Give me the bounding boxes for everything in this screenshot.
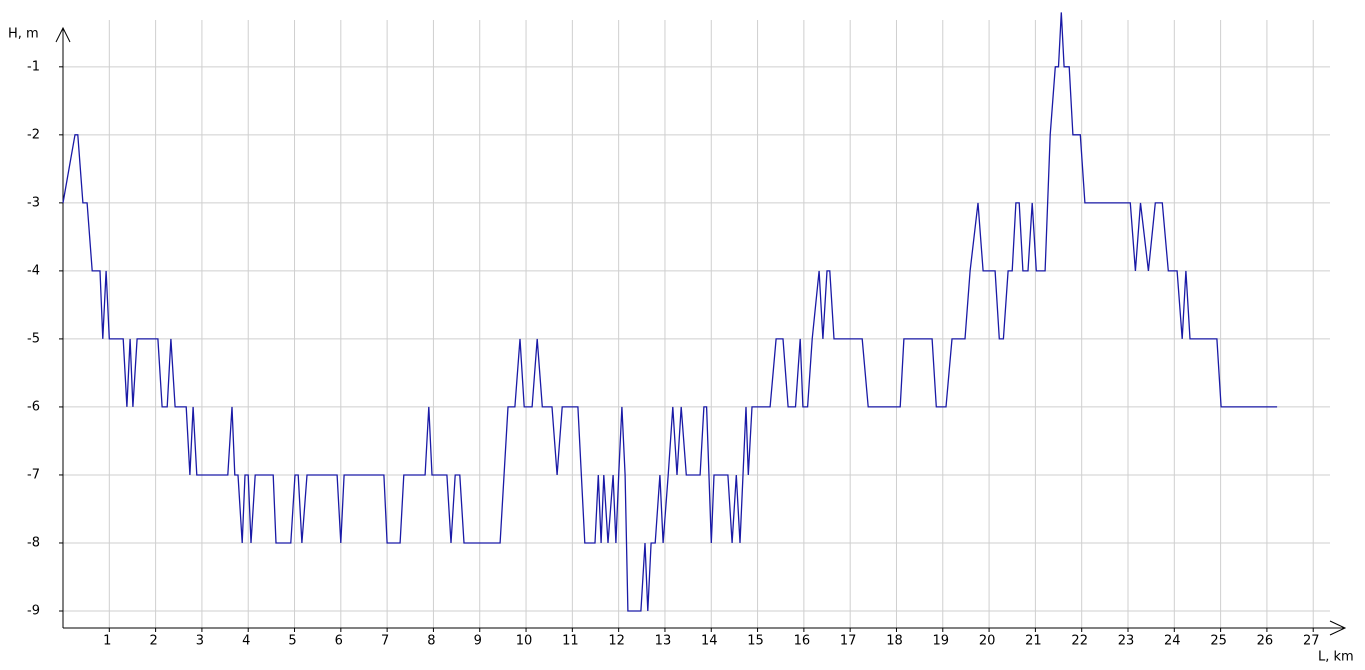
x-tick-label: 9 (474, 634, 482, 649)
x-tick-label: 2 (149, 634, 157, 649)
x-tick-label: 5 (288, 634, 296, 649)
x-tick-label: 24 (1164, 634, 1181, 649)
x-tick-label: 14 (701, 634, 718, 649)
x-axis-label: L, km (1318, 650, 1354, 665)
x-tick-label: 26 (1257, 634, 1274, 649)
y-tick-label: -5 (27, 331, 40, 346)
x-tick-label: 27 (1303, 634, 1320, 649)
x-tick-label: 7 (381, 634, 389, 649)
y-tick-label: -7 (27, 467, 40, 482)
y-tick-label: -9 (27, 603, 40, 618)
x-tick-label: 15 (747, 634, 764, 649)
y-tick-label: -2 (27, 127, 40, 142)
y-tick-label: -1 (27, 59, 40, 74)
x-tick-label: 23 (1118, 634, 1135, 649)
x-tick-label: 21 (1025, 634, 1042, 649)
y-tick-label: -8 (27, 535, 40, 550)
x-tick-label: 13 (655, 634, 672, 649)
x-tick-label: 1 (103, 634, 111, 649)
y-tick-label: -6 (27, 399, 40, 414)
x-tick-label: 10 (516, 634, 533, 649)
x-tick-label: 4 (242, 634, 250, 649)
x-tick-label: 11 (562, 634, 579, 649)
x-tick-label: 6 (335, 634, 343, 649)
x-tick-label: 16 (794, 634, 811, 649)
x-tick-label: 22 (1071, 634, 1088, 649)
y-tick-label: -4 (27, 263, 40, 278)
x-tick-label: 20 (979, 634, 996, 649)
x-tick-label: 17 (840, 634, 857, 649)
x-tick-label: 19 (933, 634, 950, 649)
x-tick-label: 12 (608, 634, 625, 649)
x-tick-label: 3 (196, 634, 204, 649)
x-tick-label: 8 (427, 634, 435, 649)
y-axis-arrow (55, 26, 71, 43)
x-tick-label: 18 (886, 634, 903, 649)
y-tick-label: -3 (27, 195, 40, 210)
data-line (62, 12, 1278, 612)
x-axis-arrow (1329, 620, 1347, 636)
y-axis-label: H, m (8, 27, 39, 42)
x-tick-label: 25 (1210, 634, 1227, 649)
